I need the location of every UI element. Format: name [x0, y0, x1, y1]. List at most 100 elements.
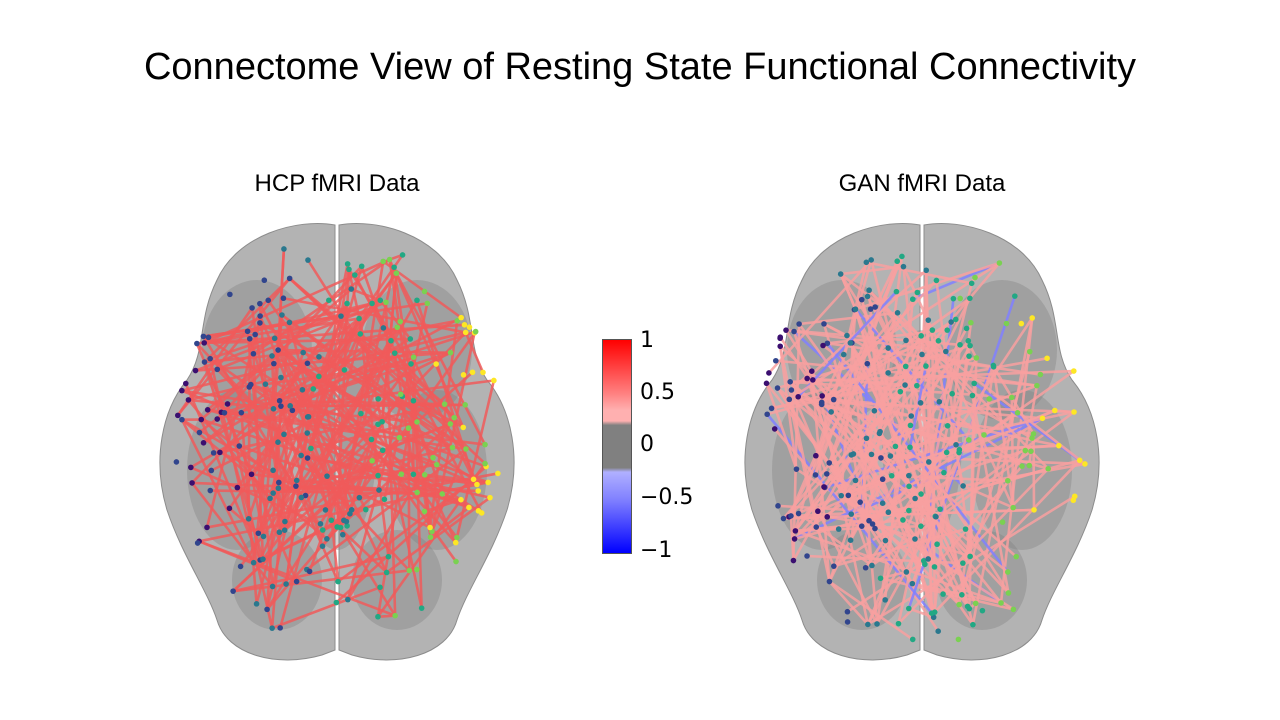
brain-node: [885, 370, 891, 376]
brain-node: [414, 297, 420, 303]
brain-node: [207, 356, 213, 362]
brain-node: [411, 472, 417, 478]
brain-node: [953, 442, 959, 448]
brain-node: [357, 495, 363, 501]
brain-node: [910, 581, 916, 587]
brain-node: [923, 267, 929, 273]
brain-node: [878, 575, 884, 581]
brain-node: [912, 536, 918, 542]
brain-node: [1028, 448, 1034, 454]
brain-node: [945, 423, 951, 429]
brain-node: [940, 591, 946, 597]
brain-node: [382, 497, 388, 503]
brain-node: [853, 306, 859, 312]
brain-node: [944, 450, 950, 456]
brain-node: [824, 514, 830, 520]
brain-node: [495, 471, 501, 477]
brain-node: [966, 353, 972, 359]
brain-node: [316, 354, 322, 360]
brain-node: [305, 361, 311, 367]
brain-node: [251, 560, 257, 566]
brain-node: [894, 258, 900, 264]
brain-node: [442, 401, 448, 407]
brain-node: [899, 254, 905, 260]
brain-node: [344, 301, 350, 307]
brain-node: [965, 338, 971, 344]
brain-node: [991, 363, 997, 369]
brain-node: [1005, 569, 1011, 575]
brain-node: [272, 336, 278, 342]
brain-node: [394, 324, 400, 330]
brain-node: [277, 625, 283, 631]
brain-node: [257, 313, 263, 319]
brain-node: [937, 506, 943, 512]
brain-node: [307, 569, 313, 575]
brain-node: [886, 509, 892, 515]
brain-node: [356, 316, 362, 322]
brain-node: [1077, 457, 1083, 463]
brain-node: [804, 376, 810, 382]
brain-node: [329, 517, 335, 523]
brain-node: [838, 493, 844, 499]
brain-node: [821, 321, 827, 327]
brain-node: [462, 322, 468, 328]
brain-node: [294, 478, 300, 484]
brain-node: [793, 528, 799, 534]
brain-node: [869, 563, 875, 569]
brain-node: [791, 558, 797, 564]
brain-node: [838, 271, 844, 277]
brain-node: [324, 473, 330, 479]
brain-node: [422, 509, 428, 515]
brain-node: [864, 361, 870, 367]
brain-node: [1071, 368, 1077, 374]
brain-node: [249, 305, 255, 311]
brain-node: [251, 351, 257, 357]
brain-node: [1005, 478, 1011, 484]
brain-node: [908, 413, 914, 419]
brain-node: [960, 483, 966, 489]
brain-node: [775, 503, 781, 509]
brain-node: [427, 525, 433, 531]
brain-node: [414, 419, 420, 425]
brain-node: [865, 294, 871, 300]
brain-node: [1011, 607, 1017, 613]
brain-node: [810, 377, 816, 383]
brain-node: [375, 473, 381, 479]
brain-node: [930, 327, 936, 333]
brain-node: [474, 482, 480, 488]
brain-node: [270, 584, 276, 590]
brain-node: [1019, 321, 1025, 327]
brain-node: [293, 483, 299, 489]
brain-node: [424, 301, 430, 307]
brain-node: [475, 488, 481, 494]
brain-node: [388, 338, 394, 344]
brain-node: [450, 445, 456, 451]
brain-node: [906, 473, 912, 479]
brain-node: [906, 606, 912, 612]
brain-node: [889, 473, 895, 479]
brain-node: [1052, 408, 1058, 414]
brain-node: [193, 368, 199, 374]
brain-node: [864, 260, 870, 266]
brain-node: [1082, 461, 1088, 467]
brain-node: [222, 410, 228, 416]
colorbar-tick-neg-0-5: −0.5: [640, 487, 693, 509]
brain-node: [795, 394, 801, 400]
brain-node: [308, 446, 314, 452]
brain-node: [287, 276, 293, 282]
brain-node: [179, 417, 185, 423]
brain-node: [433, 361, 439, 367]
brain-node: [951, 296, 957, 302]
brain-node: [888, 453, 894, 459]
brain-node: [813, 472, 819, 478]
brain-node: [448, 421, 454, 427]
brain-node: [841, 352, 847, 358]
brain-node: [783, 327, 789, 333]
brain-node: [194, 341, 200, 347]
brain-node: [1029, 315, 1035, 321]
brain-node: [300, 387, 306, 393]
brain-node: [831, 563, 837, 569]
brain-node: [294, 579, 300, 585]
brain-node: [787, 379, 793, 385]
brain-node: [470, 369, 476, 375]
